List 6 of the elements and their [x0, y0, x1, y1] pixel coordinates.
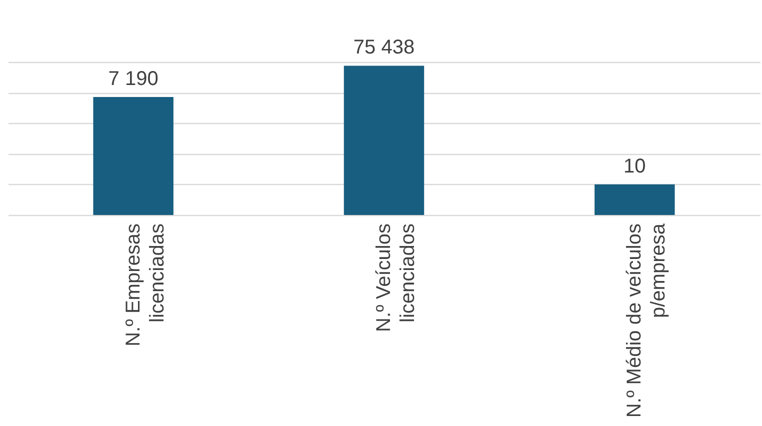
x-tick-label: N.º Veículos licenciados — [373, 224, 419, 332]
data-label: 10 — [624, 155, 646, 178]
data-label: 7 190 — [108, 68, 158, 90]
x-tick-label: N.º Médio de veículos p/empresa — [624, 222, 670, 418]
x-tick-label: N.º Empresas licenciadas — [122, 224, 168, 346]
data-label: 75 438 — [353, 36, 415, 59]
